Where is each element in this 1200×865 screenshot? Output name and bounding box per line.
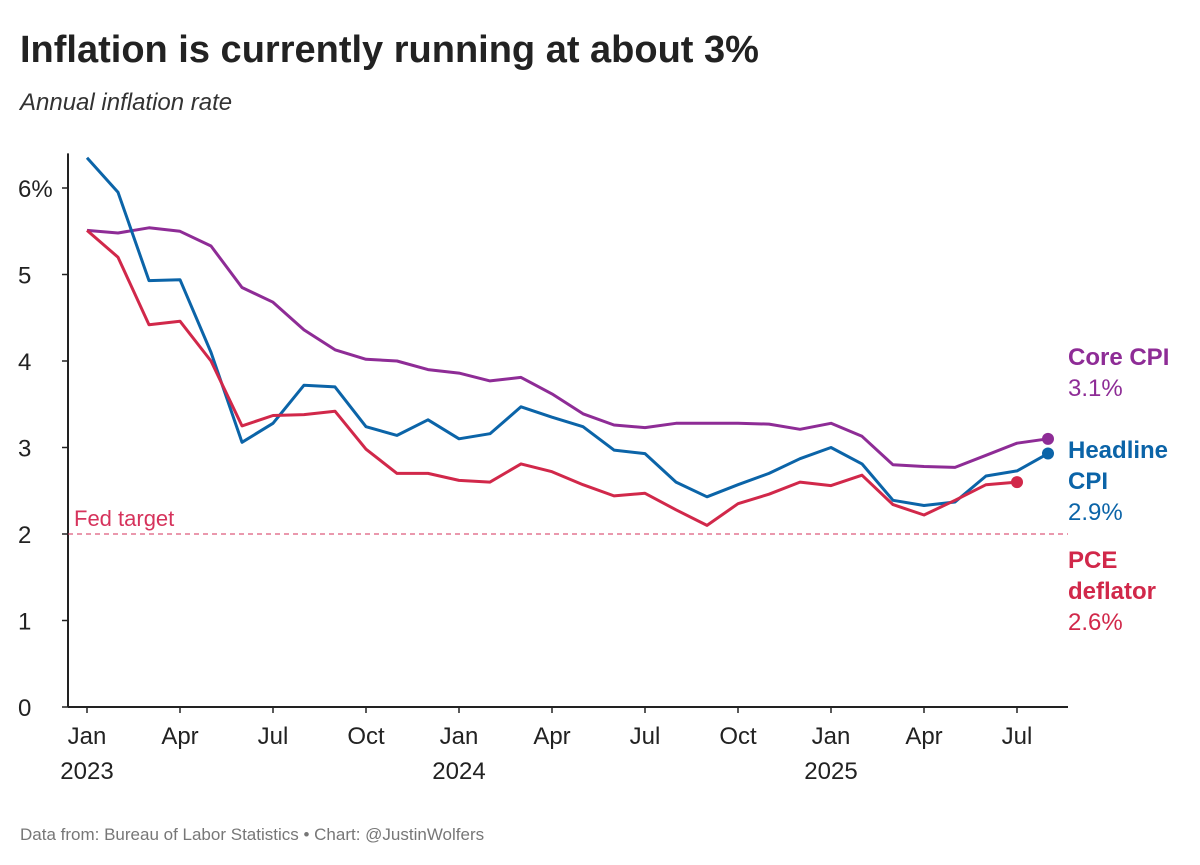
- x-tick-label: Oct: [719, 723, 757, 750]
- x-tick-year: 2025: [804, 758, 857, 785]
- series-line: [86, 229, 1018, 527]
- y-tick-label: 1: [18, 609, 31, 636]
- end-dot: [1042, 432, 1054, 445]
- series-line: [85, 156, 1049, 507]
- chart-subtitle: Annual inflation rate: [18, 89, 232, 116]
- legend-entry: PCE deflator: [1068, 547, 1157, 605]
- x-tick-label: Jan: [812, 723, 851, 750]
- y-tick-label: 4: [18, 349, 31, 376]
- value-label: 2.6%: [1068, 609, 1123, 636]
- y-tick-label: 3: [18, 436, 31, 463]
- x-tick-label: Jul: [630, 723, 661, 750]
- x-tick-label: Apr: [161, 723, 198, 750]
- chart-title: Inflation is currently running at about …: [20, 29, 759, 71]
- source-note: Data from: Bureau of Labor Statistics • …: [20, 825, 484, 844]
- x-tick-label: Jul: [1002, 723, 1033, 750]
- y-tick-label: 2: [18, 522, 31, 549]
- x-tick-label: Jan: [68, 723, 107, 750]
- fed-target-label: Fed target: [74, 506, 174, 531]
- series-line: [86, 226, 1049, 469]
- value-label: 3.1%: [1068, 375, 1123, 402]
- x-tick-label: Apr: [533, 723, 570, 750]
- y-tick-label: 0: [18, 695, 31, 722]
- y-tick-label: 5: [18, 263, 31, 290]
- legend-entry: Core CPI: [1068, 344, 1170, 371]
- end-dot: [1042, 447, 1054, 460]
- x-tick-year: 2024: [432, 758, 485, 785]
- x-tick-label: Jul: [258, 723, 289, 750]
- series-label: Core CPI 3.1%: [1068, 342, 1193, 404]
- end-dot: [1011, 476, 1023, 489]
- x-tick-label: Oct: [347, 723, 385, 750]
- x-tick-label: Apr: [905, 723, 942, 750]
- x-tick-year: 2023: [60, 758, 113, 785]
- x-tick-label: Jan: [440, 723, 479, 750]
- value-label: 2.9%: [1068, 499, 1123, 526]
- series-label: PCE deflator 2.6%: [1068, 545, 1193, 638]
- series-label: Headline CPI 2.9%: [1068, 435, 1193, 528]
- legend-entry: Headline CPI: [1068, 437, 1169, 495]
- y-tick-label: 6%: [18, 176, 53, 203]
